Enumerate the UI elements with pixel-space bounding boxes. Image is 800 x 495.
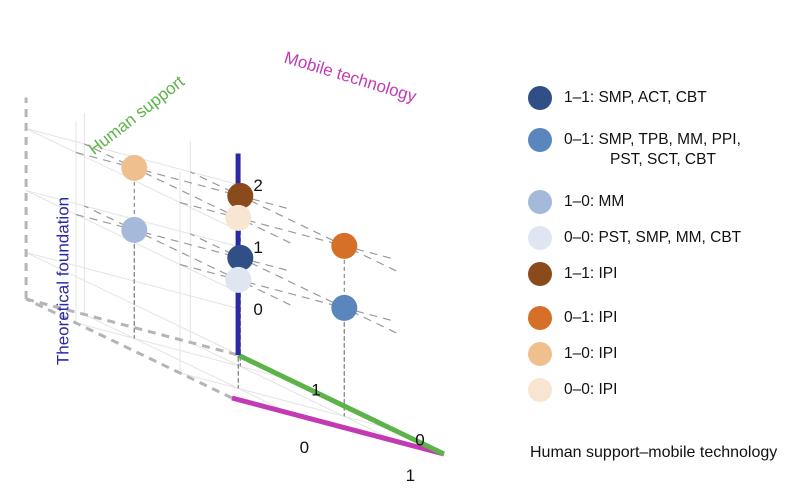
legend-title: Human support–mobile technology <box>530 444 778 461</box>
legend-item: 0–0: IPI <box>528 378 617 402</box>
mobile-tick-label: 0 <box>300 438 309 457</box>
legend-label-line: 0–0: PST, SMP, MM, CBT <box>564 229 742 246</box>
data-point <box>227 182 254 209</box>
mobile-technology-axis-title: Mobile technology <box>282 48 419 106</box>
data-point <box>121 154 148 181</box>
data-points <box>121 154 358 321</box>
legend-swatch <box>528 342 552 366</box>
data-point <box>225 266 252 293</box>
legend-label-line: 0–1: SMP, TPB, MM, PPI, <box>564 131 741 148</box>
legend-item: 0–0: PST, SMP, MM, CBT <box>528 226 741 250</box>
legend-label-line: 1–0: IPI <box>564 345 618 362</box>
legend-label-line: 1–0: MM <box>564 193 625 210</box>
legend-item: 1–0: IPI <box>528 342 617 366</box>
dashed-edge-left <box>25 297 233 400</box>
data-point <box>227 244 254 271</box>
data-point <box>331 294 358 321</box>
legend-label-line: 0–0: IPI <box>564 381 618 398</box>
level-line-v <box>190 171 397 272</box>
gridline-floor-u <box>190 341 397 442</box>
legend-label: 0–1: SMP, TPB, MM, PPI, PST, SCT, CBT <box>564 128 741 170</box>
gridline-side-w <box>25 252 233 352</box>
legend-label: 1–1: SMP, ACT, CBT <box>564 86 707 108</box>
legend-item: 0–1: IPI <box>528 306 617 330</box>
legend-label-line: 1–1: IPI <box>564 265 618 282</box>
level-line-v <box>84 205 291 306</box>
legend-label: 1–1: IPI <box>564 262 617 284</box>
human-support-axis-line <box>236 352 446 457</box>
legend-item: 1–1: SMP, ACT, CBT <box>528 86 707 110</box>
legend-swatch <box>528 262 552 286</box>
legend-label-line: PST, SCT, CBT <box>610 151 716 168</box>
dashed-edge-back <box>25 297 239 357</box>
legend-swatch <box>528 86 552 110</box>
legend-label: 0–0: PST, SMP, MM, CBT <box>564 226 741 248</box>
level-line-v <box>84 143 291 244</box>
legend-item: 1–1: IPI <box>528 262 617 286</box>
legend-label: 1–0: MM <box>564 190 624 212</box>
theory-tick-label: 0 <box>253 300 262 319</box>
data-point <box>121 216 148 243</box>
chart-grid <box>25 112 397 442</box>
theoretical-foundation-axis-title: Theoretical foundation <box>53 197 72 365</box>
legend-label: 0–1: IPI <box>564 306 617 328</box>
gridline-floor-v <box>179 372 393 430</box>
mobile-technology-axis-line <box>231 395 445 457</box>
legend-label-line: 0–1: IPI <box>564 309 618 326</box>
human-support-tick-label: 1 <box>311 380 320 399</box>
legend-item: 1–0: MM <box>528 190 624 214</box>
theory-tick-label: 2 <box>253 176 262 195</box>
legend-swatch <box>528 128 552 152</box>
legend-swatch <box>528 190 552 214</box>
legend-item: 0–1: SMP, TPB, MM, PPI, PST, SCT, CBT <box>528 128 741 170</box>
gridline-back-w <box>25 252 239 309</box>
level-line-v <box>190 233 397 334</box>
legend-label: 1–0: IPI <box>564 342 617 364</box>
human-support-tick-label: 0 <box>415 430 424 449</box>
data-point <box>331 232 358 259</box>
legend-swatch <box>528 306 552 330</box>
mobile-tick-label: 1 <box>406 466 415 485</box>
theory-tick-label: 1 <box>253 238 262 257</box>
data-point <box>225 204 252 231</box>
gridline-floor-v <box>75 322 289 380</box>
gridline-floor-u <box>84 313 291 414</box>
legend-swatch <box>528 226 552 250</box>
legend-label-line: 1–1: SMP, ACT, CBT <box>564 89 707 106</box>
legend-swatch <box>528 378 552 402</box>
legend-label: 0–0: IPI <box>564 378 617 400</box>
